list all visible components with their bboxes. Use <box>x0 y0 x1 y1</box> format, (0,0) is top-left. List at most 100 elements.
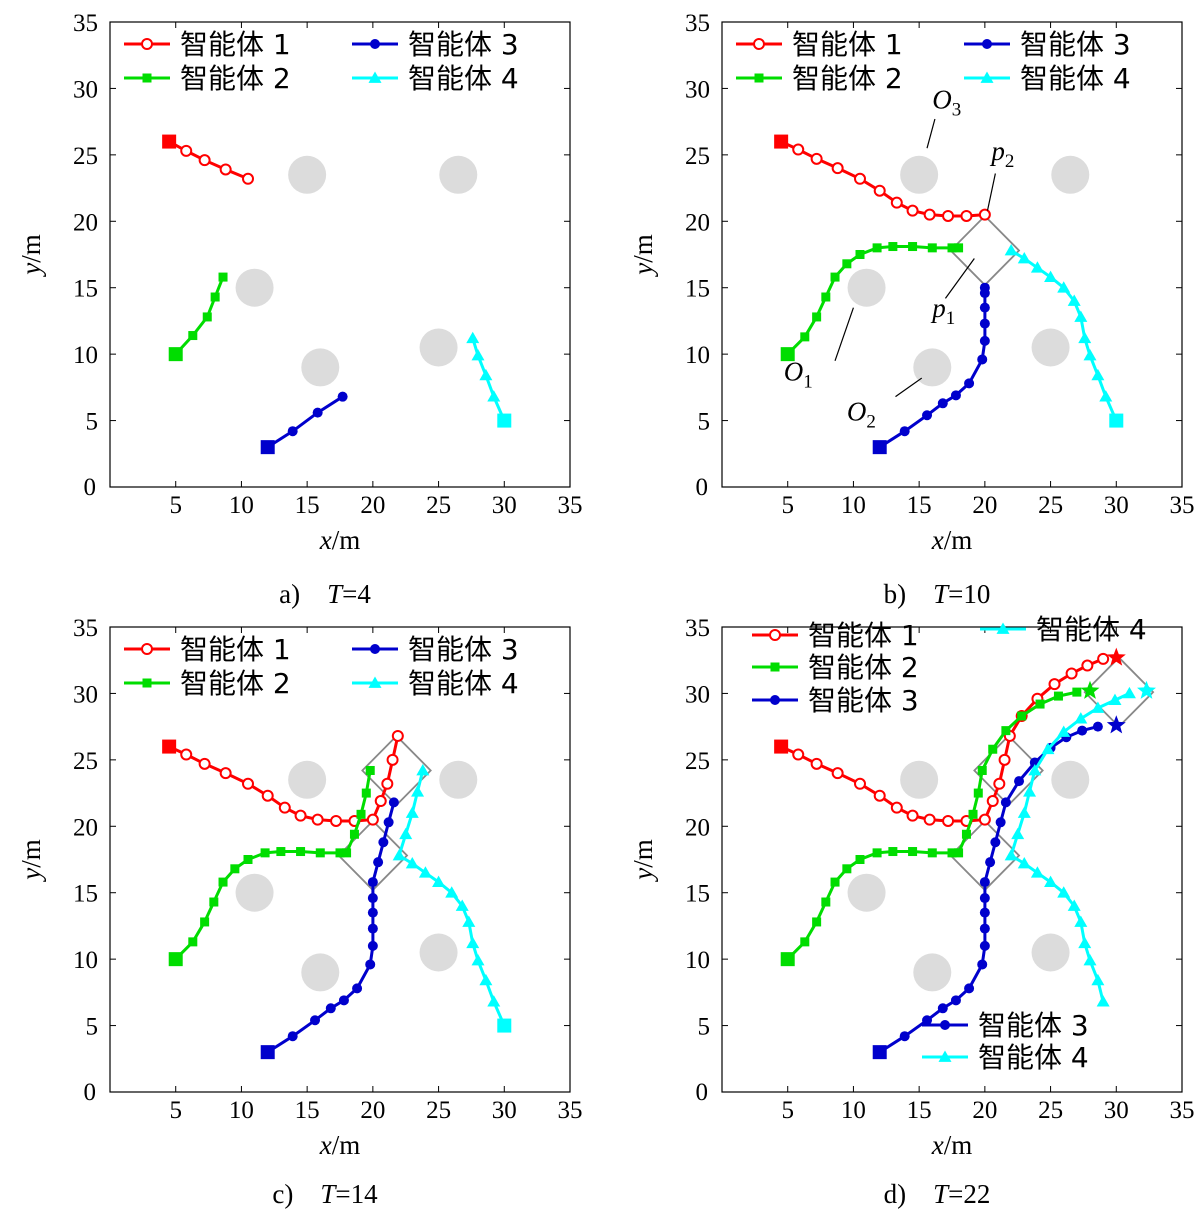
data-point <box>890 801 903 814</box>
legend-entry: 智能体 3 <box>352 28 519 61</box>
data-point <box>471 348 485 361</box>
legend-entry: 智能体 3 <box>752 684 919 717</box>
data-point <box>1028 763 1042 776</box>
obstacle <box>235 873 274 912</box>
y-axis-label: y/m <box>16 234 46 278</box>
annotation-leader <box>944 258 975 299</box>
y-tick-label: 15 <box>73 276 98 303</box>
obstacle <box>900 155 939 194</box>
y-tick-label: 0 <box>696 474 709 501</box>
data-point <box>1000 797 1011 808</box>
data-point <box>1081 659 1094 672</box>
data-point <box>325 1003 336 1014</box>
legend-marker <box>753 38 765 50</box>
legend-entry: 智能体 2 <box>124 667 291 700</box>
data-point <box>923 208 936 221</box>
data-point <box>218 272 228 282</box>
trajectory-line <box>397 770 506 1027</box>
x-tick-label: 35 <box>1170 1097 1195 1124</box>
data-point <box>479 368 493 381</box>
data-point <box>977 959 988 970</box>
data-point <box>405 806 419 818</box>
start-marker <box>162 134 177 149</box>
data-point <box>923 813 936 826</box>
data-point <box>964 378 975 389</box>
data-point <box>854 172 866 185</box>
data-point <box>830 877 840 887</box>
annotation-label: O1 <box>784 357 813 393</box>
y-axis-label: y/m <box>628 234 658 278</box>
data-point <box>954 848 964 858</box>
data-point <box>392 849 406 861</box>
legend-marker <box>996 622 1010 634</box>
legend-marker <box>141 38 153 50</box>
caption-var: T <box>933 1179 950 1209</box>
data-point <box>855 250 865 259</box>
data-point <box>381 777 394 790</box>
y-axis-unit: /m <box>628 234 658 263</box>
data-point <box>922 1015 933 1026</box>
obstacle <box>1031 933 1070 972</box>
data-point <box>1091 973 1105 986</box>
data-point <box>831 162 844 175</box>
data-point <box>995 817 1006 828</box>
data-point <box>1065 667 1078 680</box>
series-agent-4 <box>466 331 512 428</box>
data-point <box>979 318 990 329</box>
legend-label: 智能体 4 <box>978 1041 1089 1074</box>
legend-label: 智能体 4 <box>1036 613 1147 646</box>
y-tick-label: 20 <box>73 814 98 841</box>
data-point <box>1041 742 1055 755</box>
legend-label: 智能体 2 <box>808 651 919 684</box>
x-tick-label: 5 <box>169 492 182 519</box>
trajectory-line <box>786 690 1078 961</box>
data-point <box>810 757 823 770</box>
data-point <box>455 899 469 911</box>
plot-frame <box>721 626 1183 1093</box>
data-point <box>445 886 459 898</box>
annotation-main: p <box>930 293 946 323</box>
data-point <box>287 426 298 437</box>
legend-marker <box>980 71 994 83</box>
annotation-leader <box>986 173 996 211</box>
obstacle <box>419 933 458 972</box>
trajectory-line <box>780 657 1104 823</box>
data-point <box>977 765 987 775</box>
obstacle <box>1051 760 1090 799</box>
data-point <box>1044 270 1058 282</box>
start-marker <box>872 440 887 455</box>
obstacle <box>288 155 327 194</box>
data-point <box>479 973 493 986</box>
data-point <box>180 144 193 157</box>
data-point <box>1004 849 1018 861</box>
data-point <box>873 789 886 802</box>
data-point <box>1044 875 1058 887</box>
x-axis-var: x <box>319 525 332 555</box>
legend-entry: 智能体 3 <box>964 28 1131 61</box>
legend-label: 智能体 3 <box>408 633 519 666</box>
plot-frame <box>109 21 571 488</box>
x-tick-label: 35 <box>558 1097 583 1124</box>
data-point <box>337 391 348 402</box>
trajectory-line <box>266 802 396 1054</box>
data-point <box>466 331 480 344</box>
data-point <box>800 937 810 947</box>
data-point <box>388 797 399 808</box>
start-marker <box>780 952 795 967</box>
data-point <box>1067 899 1081 911</box>
legend-label: 智能体 2 <box>792 62 903 95</box>
data-point <box>1017 806 1031 818</box>
y-tick-label: 35 <box>685 10 710 37</box>
data-point <box>979 907 990 918</box>
x-tick-label: 10 <box>229 1097 254 1124</box>
data-point <box>812 917 822 927</box>
series-agent-2 <box>780 687 1082 967</box>
x-tick-label: 5 <box>169 1097 182 1124</box>
series-agent-4 <box>1004 244 1124 428</box>
legend-entry: 智能体 3 <box>352 633 519 666</box>
obstacle <box>1051 155 1090 194</box>
data-point <box>1078 331 1092 344</box>
annotation-label: O2 <box>847 397 876 433</box>
